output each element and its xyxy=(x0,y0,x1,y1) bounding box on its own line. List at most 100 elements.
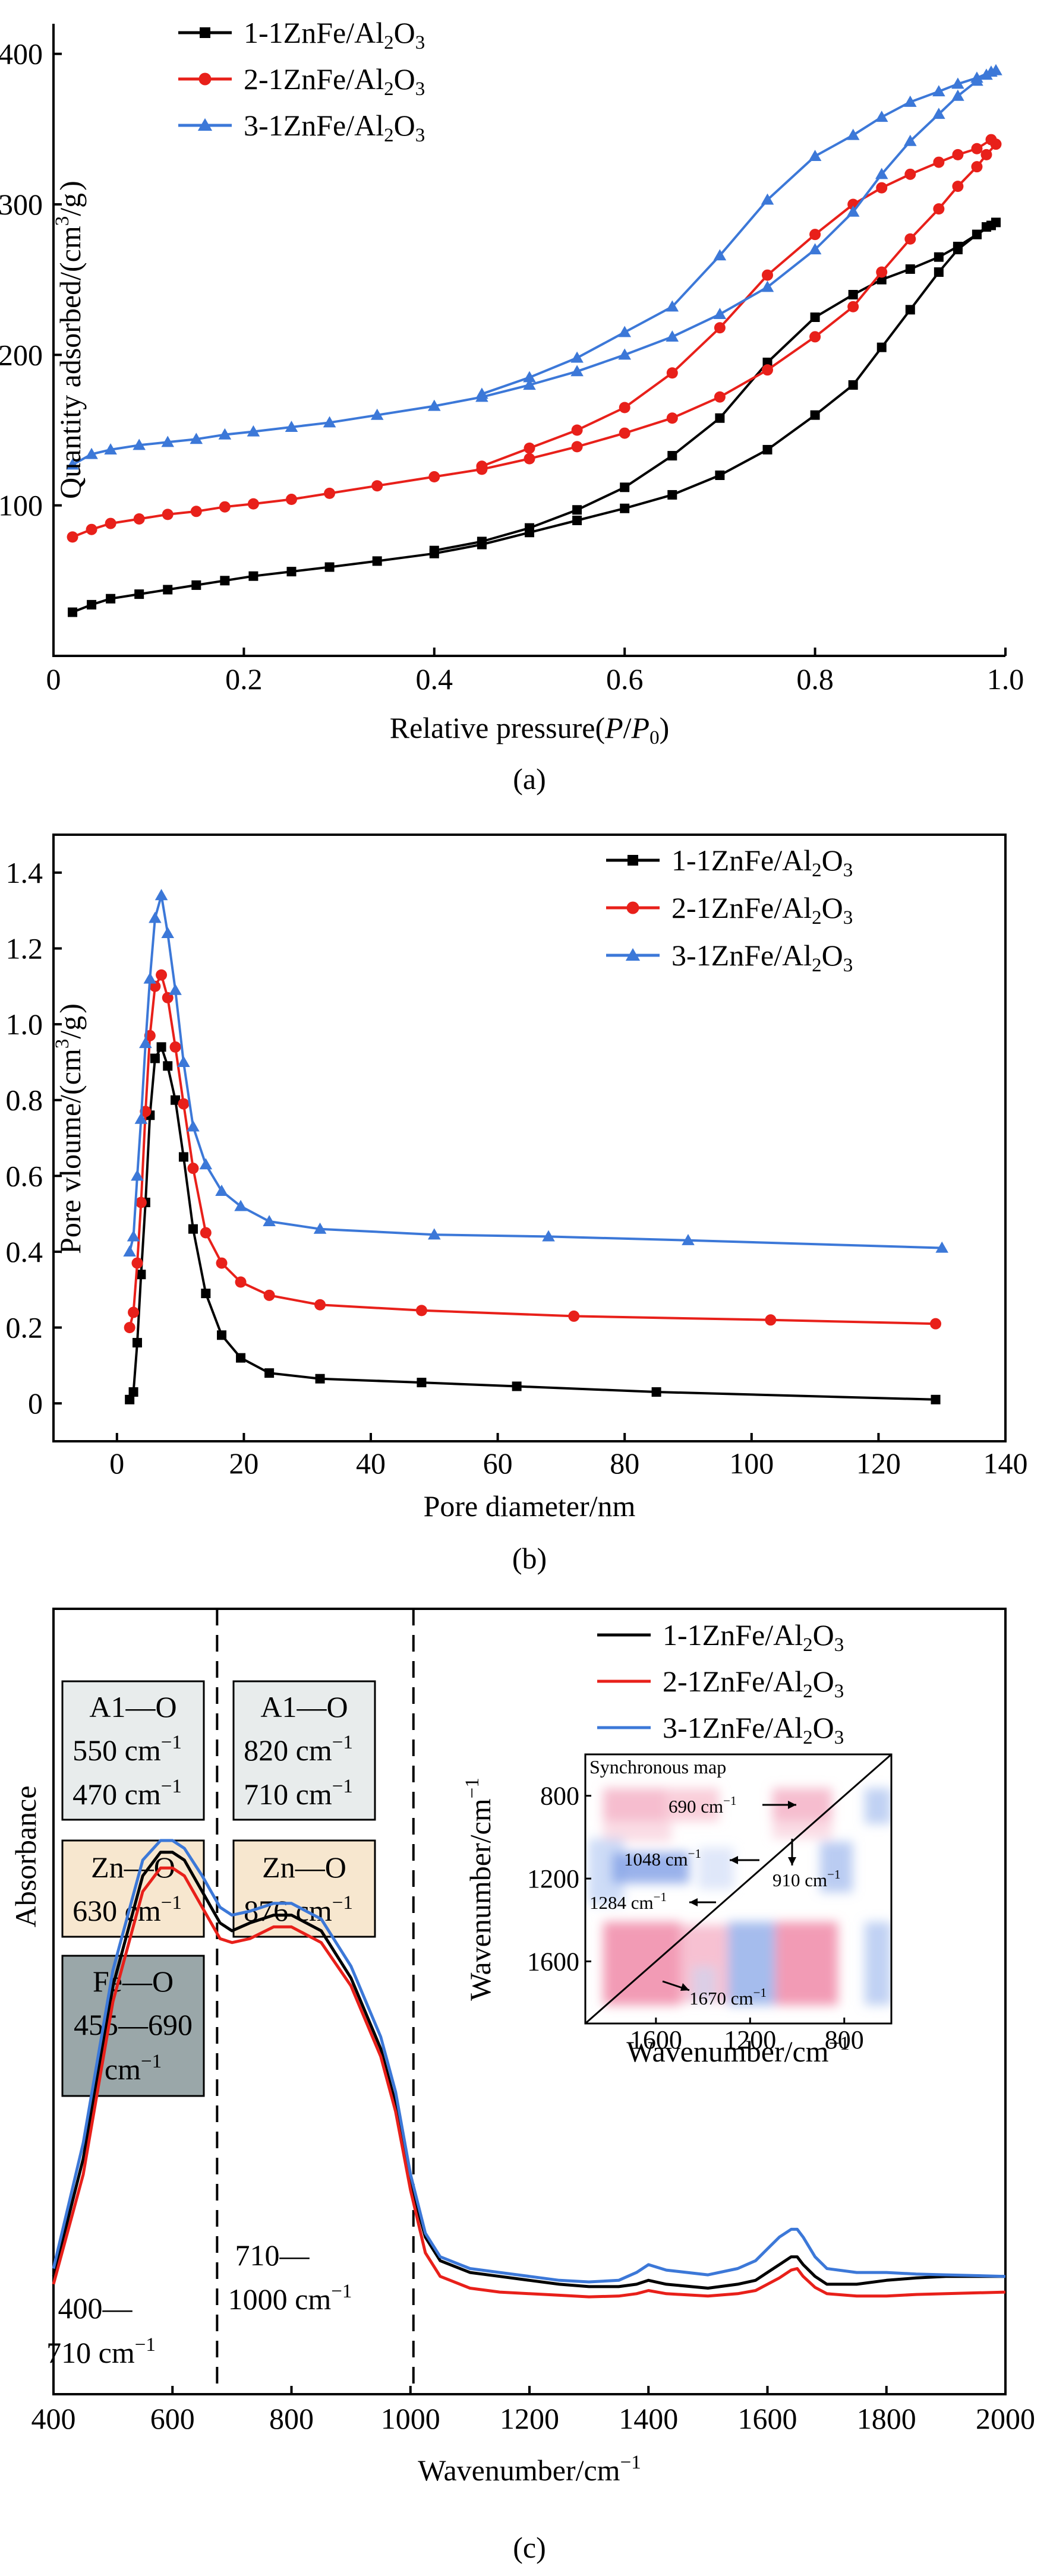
fe-o-line: 455—690 xyxy=(74,2008,193,2041)
data-point xyxy=(810,410,820,420)
inset-diagonal xyxy=(585,1753,892,2025)
data-point xyxy=(139,1037,152,1049)
data-point xyxy=(682,1233,695,1245)
data-point xyxy=(286,567,297,577)
data-point xyxy=(264,1368,275,1378)
data-point xyxy=(524,442,535,454)
y-tick-label: 1.0 xyxy=(6,1008,43,1041)
data-point xyxy=(876,182,888,194)
data-point xyxy=(971,143,983,154)
data-point xyxy=(86,523,97,535)
data-point xyxy=(572,516,582,525)
data-point xyxy=(714,322,726,334)
x-tick-label: 80 xyxy=(610,1447,639,1480)
x-tick-label: 600 xyxy=(150,2402,195,2435)
series-3 xyxy=(123,889,948,1257)
data-point xyxy=(933,156,945,168)
x-tick-label: 1.0 xyxy=(987,662,1024,696)
data-point xyxy=(169,983,182,995)
x-tick-label: 140 xyxy=(983,1447,1028,1480)
data-point xyxy=(904,134,917,146)
series-3 xyxy=(52,1839,1006,2284)
data-point xyxy=(220,576,230,586)
data-point xyxy=(762,444,772,454)
data-point xyxy=(972,229,982,239)
data-point xyxy=(85,447,98,459)
data-point xyxy=(161,435,175,447)
data-point xyxy=(178,1152,188,1162)
zn-o-title: Zn—O xyxy=(262,1851,346,1884)
data-point xyxy=(985,65,998,77)
data-point xyxy=(323,416,336,428)
data-point xyxy=(235,1276,247,1288)
inset-x-tick-label: 800 xyxy=(825,2025,864,2054)
data-point xyxy=(952,149,964,160)
data-point xyxy=(905,305,915,315)
inset-x-tick-label: 1200 xyxy=(724,2025,776,2054)
data-point xyxy=(248,571,258,581)
data-point xyxy=(666,367,678,379)
data-point xyxy=(285,421,298,433)
y-tick-label: 400 xyxy=(0,37,43,71)
data-point xyxy=(875,168,888,179)
panel-b-y-label: Pore vloume/(cm3/g) xyxy=(52,1003,87,1254)
data-point xyxy=(415,1305,427,1317)
data-point xyxy=(953,241,963,251)
data-point xyxy=(542,1230,555,1242)
data-point xyxy=(162,509,174,520)
x-tick-label: 120 xyxy=(856,1447,901,1480)
data-point xyxy=(198,72,212,86)
panel-b-legend: 1-1ZnFe/Al2O3 2-1ZnFe/Al2O3 3-1ZnFe/Al2O3 xyxy=(606,844,853,976)
data-point xyxy=(875,111,888,122)
data-point xyxy=(154,889,168,901)
panel-b-x-label: Pore diameter/nm xyxy=(424,1489,636,1523)
data-point xyxy=(512,1381,522,1391)
legend-label: 1-1ZnFe/Al2O3 xyxy=(663,1618,844,1656)
legend-entry: 3-1ZnFe/Al2O3 xyxy=(606,939,853,976)
data-point xyxy=(133,438,146,450)
panel-a-x-label: Relative pressure(P/P0) xyxy=(390,711,670,749)
data-point xyxy=(199,1158,213,1170)
panel-b-frame xyxy=(52,834,1007,1442)
legend-label: 2-1ZnFe/Al2O3 xyxy=(663,1665,844,1702)
data-point xyxy=(417,1378,427,1388)
data-point xyxy=(762,358,772,367)
x-tick-label: 1200 xyxy=(500,2402,559,2435)
data-point xyxy=(324,562,335,572)
region-label: 400— xyxy=(58,2291,133,2325)
data-point xyxy=(236,1353,246,1363)
data-point xyxy=(372,556,382,566)
data-point xyxy=(571,441,583,453)
y-tick-label: 0.6 xyxy=(6,1159,43,1192)
data-point xyxy=(846,205,860,217)
data-point xyxy=(313,1222,327,1234)
data-point xyxy=(477,536,487,547)
legend-entry: 2-1ZnFe/Al2O3 xyxy=(606,891,853,929)
panel-c-x-label: Wavenumber/cm−1 xyxy=(418,2452,641,2487)
x-tick-label: 0.2 xyxy=(225,662,263,696)
panel-b-caption: (b) xyxy=(512,1542,547,1575)
x-tick-label: 1400 xyxy=(619,2402,678,2435)
data-point xyxy=(934,252,944,262)
x-tick-label: 0.6 xyxy=(606,662,644,696)
series-3 xyxy=(66,64,1002,470)
legend-entry: 1-1ZnFe/Al2O3 xyxy=(597,1618,844,1656)
data-point xyxy=(952,181,964,192)
data-point xyxy=(247,498,259,510)
data-point xyxy=(523,371,536,383)
panel-a-y-label: Quantity adsorbed/(cm3/g) xyxy=(52,181,87,499)
data-point xyxy=(970,71,983,83)
data-point xyxy=(932,108,945,119)
legend-label: 3-1ZnFe/Al2O3 xyxy=(671,939,853,976)
data-point xyxy=(428,471,440,483)
data-point xyxy=(191,580,201,590)
y-tick-label: 100 xyxy=(0,489,43,522)
x-tick-label: 0.8 xyxy=(796,662,834,696)
series-2 xyxy=(67,134,1002,543)
data-point xyxy=(904,168,916,180)
inset-y-tick-label: 1600 xyxy=(527,1947,579,1976)
data-point xyxy=(187,1120,200,1132)
inset-y-tick-label: 800 xyxy=(540,1782,579,1811)
data-point xyxy=(810,312,820,322)
